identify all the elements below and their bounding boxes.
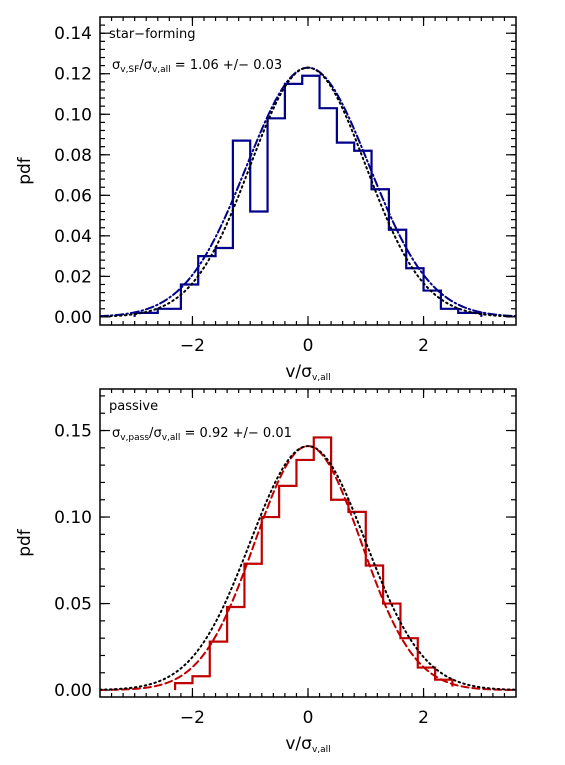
x-axis-label: v/σv,all: [285, 734, 330, 755]
gaussian-fit-line: [100, 66, 516, 318]
x-tick-label: 2: [418, 336, 429, 356]
x-tick-label: 0: [303, 708, 314, 728]
histogram-line: [174, 436, 454, 691]
sigma-ratio-annotation: σv,pass/σv,all = 0.92 +/− 0.01: [112, 426, 292, 443]
y-axis-label: pdf: [15, 156, 35, 185]
y-tick-label: 0.14: [54, 24, 92, 44]
x-tick-label: −2: [180, 336, 205, 356]
reference-gaussian-line: [100, 445, 516, 691]
y-axis-label: pdf: [15, 528, 35, 557]
panel-label: star−forming: [109, 27, 196, 42]
plot-frame: [99, 16, 517, 326]
histogram-line: [133, 74, 483, 317]
panel-passive: −2 0 2 0.00 0.05 0.10 0.15 passive σv,pass/σv,al…: [15, 388, 517, 755]
y-tick-label: 0.12: [54, 65, 92, 85]
y-tick-label: 0.00: [54, 308, 92, 328]
y-tick-label: 0.06: [54, 186, 92, 206]
panel-star-forming: −2 0 2 0.00 0.02 0.04 0.06 0.08 0.10 0.12 0.14 star…: [15, 16, 517, 383]
gaussian-fit-line: [100, 445, 516, 691]
y-tick-label: 0.10: [54, 508, 92, 528]
y-tick-label: 0.15: [54, 422, 92, 442]
x-tick-label: 2: [418, 708, 429, 728]
y-tick-label: 0.10: [54, 105, 92, 125]
panel-label: passive: [109, 399, 158, 414]
sigma-ratio-annotation: σv,SF/σv,all = 1.06 +/− 0.03: [112, 58, 282, 75]
reference-gaussian-line: [100, 66, 516, 318]
y-tick-label: 0.08: [54, 146, 92, 166]
plot-area: [100, 66, 516, 318]
y-tick-label: 0.00: [54, 681, 92, 701]
y-tick-label: 0.04: [54, 227, 92, 247]
y-tick-label: 0.02: [54, 267, 92, 287]
plot-area: [100, 436, 516, 691]
x-tick-label: 0: [303, 336, 314, 356]
x-tick-label: −2: [180, 708, 205, 728]
x-axis-label: v/σv,all: [285, 362, 330, 383]
y-tick-label: 0.05: [54, 595, 92, 615]
